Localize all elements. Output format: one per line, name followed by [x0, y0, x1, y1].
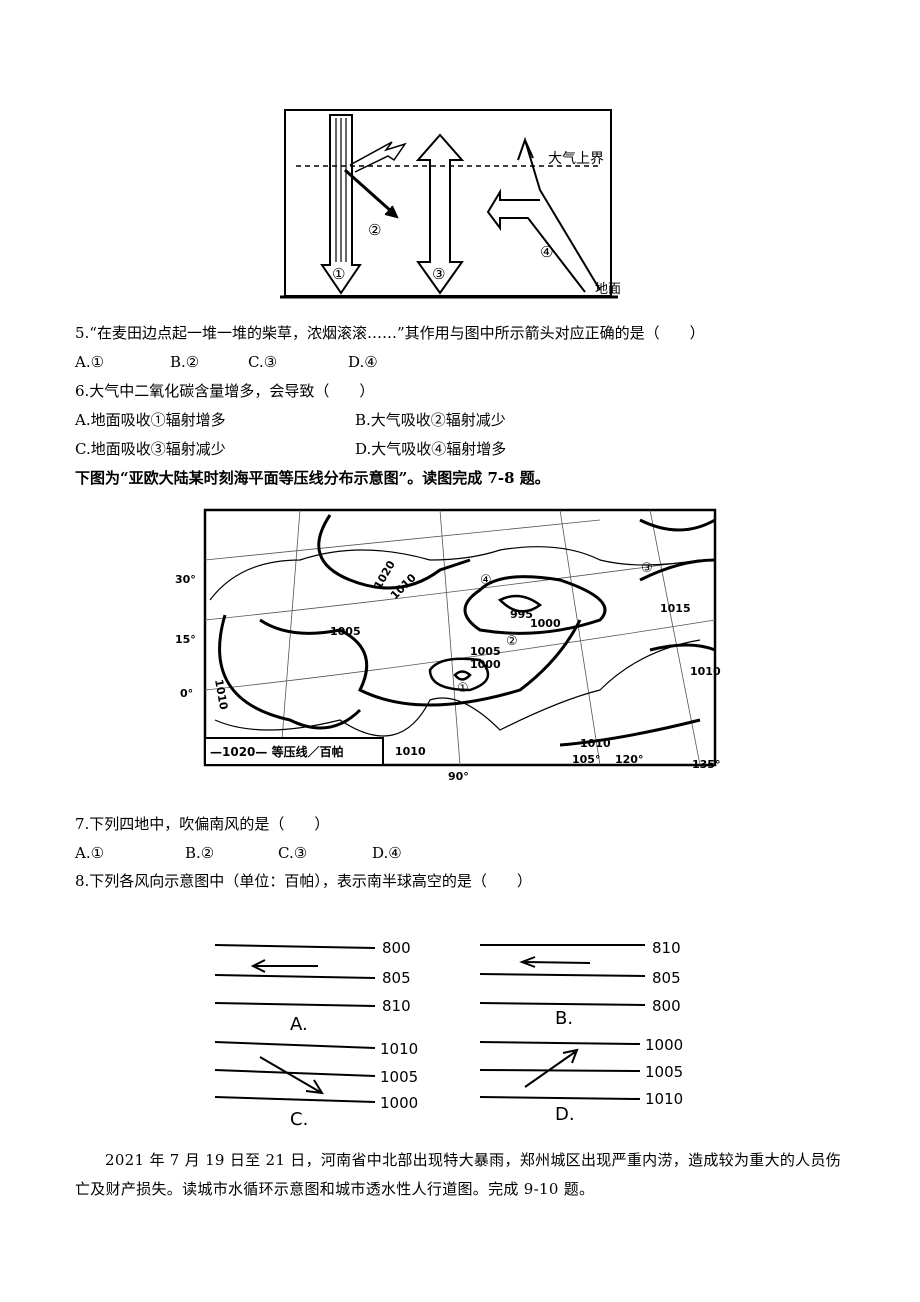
panel-label: C.: [290, 1109, 308, 1130]
isobar-label: 1010: [212, 678, 230, 711]
lat-label: 15°: [175, 633, 196, 646]
isobar: [317, 514, 471, 590]
wind-arrow-a: [250, 959, 318, 973]
radiation-figure: 大气上界 地面 ① ② ③ ④: [280, 109, 621, 299]
isobar-value: 1000: [380, 1094, 418, 1112]
option: D.④: [348, 353, 378, 371]
isobar: [259, 618, 582, 707]
arrow-label: ①: [332, 265, 345, 283]
arrow-1-hatch: [335, 118, 347, 262]
option: D.④: [372, 844, 402, 862]
wind-arrow-d: [524, 1048, 579, 1088]
option: C.③: [248, 353, 278, 371]
isobar-label: 1015: [660, 602, 691, 615]
option: B.大气吸收②辐射减少: [355, 411, 506, 429]
isobars-c: [214, 1041, 376, 1103]
paragraph: 2021 年 7 月 19 日至 21 日，河南省中北部出现特大暴雨，郑州城区出…: [75, 1151, 842, 1198]
isobar-value: 805: [382, 969, 411, 987]
lon-label: 105°: [572, 753, 600, 766]
option: B.②: [185, 844, 215, 862]
graticule: [204, 509, 716, 766]
isobar-value: 810: [652, 939, 681, 957]
isobar-label: 1000: [470, 658, 501, 671]
isobars-a: [214, 944, 376, 1007]
panel-label: D.: [555, 1104, 575, 1125]
isobar-value: 810: [382, 997, 411, 1015]
arrow-1: [320, 114, 362, 295]
map-legend: —1020— 等压线／百帕: [210, 744, 344, 759]
isobar-value: 800: [382, 939, 411, 957]
map-point: ②: [506, 634, 518, 649]
isobar: [218, 614, 362, 730]
arrow-label: ③: [432, 265, 445, 283]
option: A.①: [75, 844, 105, 862]
isobar-value: 1010: [380, 1040, 418, 1058]
map-frame: [203, 508, 717, 767]
isobar: [497, 594, 543, 613]
question-stem: 6.大气中二氧化碳含量增多，会导致（ ）: [75, 382, 375, 400]
map-point: ④: [480, 573, 492, 588]
map-point: ①: [457, 681, 469, 696]
isobar-label: 995: [510, 608, 533, 621]
map-point: ③: [641, 561, 653, 576]
legend-box: [204, 737, 384, 766]
arrow-2: [344, 168, 393, 214]
isobar-value: 1010: [645, 1090, 683, 1108]
top-boundary-label: 大气上界: [548, 151, 604, 167]
isobar-value: 1000: [645, 1036, 683, 1054]
lon-label: 90°: [448, 770, 469, 783]
panel-label: B.: [555, 1008, 573, 1029]
isobars-b: [479, 944, 646, 1006]
option: A.①: [75, 353, 105, 371]
section-intro: 下图为“亚欧大陆某时刻海平面等压线分布示意图”。读图完成 7-8 题。: [75, 469, 550, 487]
ground-label: 地面: [595, 282, 621, 297]
isobar-value: 1005: [380, 1068, 418, 1086]
lon-label: 135°: [692, 758, 720, 771]
arrow-3: [415, 133, 465, 295]
option: C.地面吸收③辐射减少: [75, 440, 226, 458]
lat-label: 30°: [175, 573, 196, 586]
isobar-label: 1000: [530, 617, 561, 630]
lat-label: 0°: [180, 687, 193, 700]
isobar-map: 30° 15° 0° 90° 105° 120° 135° 1020 1010 …: [175, 508, 721, 783]
isobar-label: 1010: [690, 665, 721, 678]
arrow-label: ④: [540, 243, 553, 261]
option: A.地面吸收①辐射增多: [75, 411, 226, 429]
lon-label: 120°: [615, 753, 643, 766]
isobar-value: 800: [652, 997, 681, 1015]
isobar: [428, 657, 490, 692]
isobar: [559, 518, 716, 747]
isobar: [463, 575, 607, 635]
option: D.大气吸收④辐射增多: [355, 440, 507, 458]
option: B.②: [170, 353, 200, 371]
wind-arrow-b: [519, 956, 591, 968]
arrow-4: [486, 136, 601, 293]
arrow-label: ②: [368, 221, 381, 239]
arrow-2-head: [384, 205, 399, 219]
wind-arrow-c: [259, 1056, 324, 1095]
question-stem: 7.下列四地中，吹偏南风的是（ ）: [75, 815, 330, 833]
isobar-label: 1005: [470, 645, 501, 658]
isobar-label: 1005: [330, 625, 361, 638]
wind-figure: A. 800 805 810 B. 810 805 800 C. 1010 10…: [214, 939, 683, 1130]
isobar-label: 1010: [580, 737, 611, 750]
panel-label: A.: [290, 1014, 308, 1035]
question-stem: 8.下列各风向示意图中（单位：百帕），表示南半球高空的是（ ）: [75, 872, 532, 890]
option: C.③: [278, 844, 308, 862]
question-stem: 5.“在麦田边点起一堆一堆的柴草，浓烟滚滚……”其作用与图中所示箭头对应正确的是…: [75, 324, 705, 342]
isobar-value: 1005: [645, 1063, 683, 1081]
isobars-d: [479, 1041, 641, 1100]
reflect-arrow: [349, 141, 407, 173]
isobar-value: 805: [652, 969, 681, 987]
isobar-label: 1010: [395, 745, 426, 758]
coastline: [209, 546, 701, 737]
